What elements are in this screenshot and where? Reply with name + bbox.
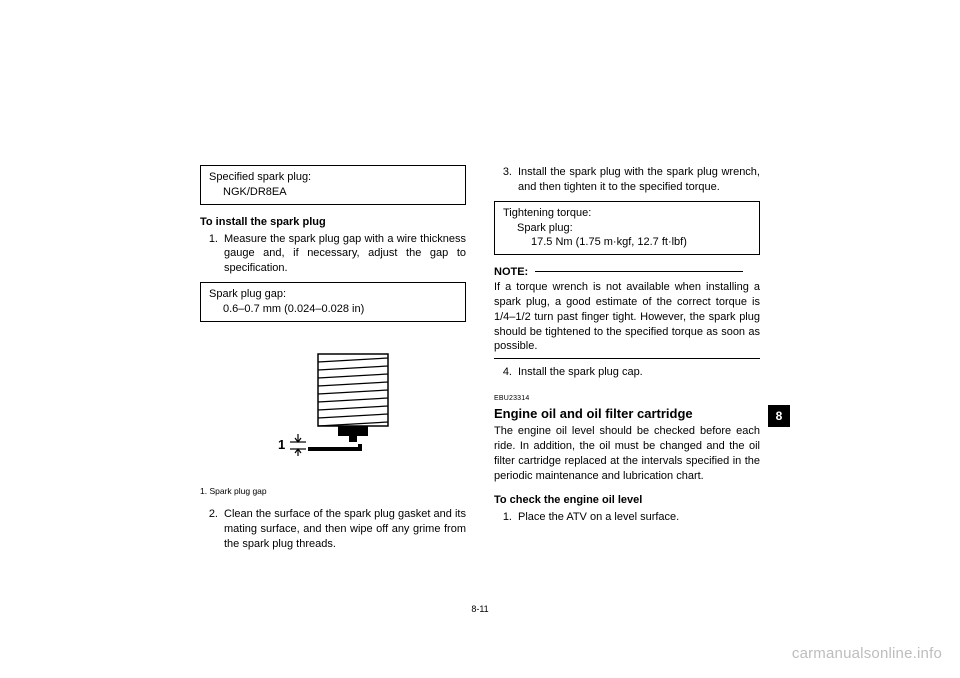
section-heading: Engine oil and oil filter cartridge — [494, 405, 760, 423]
step-4: 4. Install the spark plug cap. — [494, 365, 760, 380]
doc-code: EBU23314 — [494, 394, 760, 403]
step-text: Clean the surface of the spark plug gask… — [224, 507, 466, 552]
manual-page: Specified spark plug: NGK/DR8EA To insta… — [200, 165, 760, 615]
step-text: Install the spark plug with the spark pl… — [518, 165, 760, 195]
note-heading: NOTE: — [494, 266, 528, 278]
spec-label: Tightening torque: — [503, 206, 751, 221]
note-block: NOTE: — [494, 265, 760, 280]
page-number: 8-11 — [471, 603, 488, 615]
spec-label: Specified spark plug: — [209, 170, 457, 185]
note-body: If a torque wrench is not available when… — [494, 280, 760, 354]
spec-label: Spark plug gap: — [209, 287, 457, 302]
spark-plug-figure: 1 — [200, 346, 466, 476]
spec-value: 17.5 Nm (1.75 m·kgf, 12.7 ft·lbf) — [503, 235, 751, 250]
step-1: 1. Measure the spark plug gap with a wir… — [200, 232, 466, 277]
step-text: Install the spark plug cap. — [518, 365, 760, 380]
left-column: Specified spark plug: NGK/DR8EA To insta… — [200, 165, 466, 615]
note-rule — [535, 271, 742, 272]
step-number: 1. — [200, 232, 224, 277]
step-2: 2. Clean the surface of the spark plug g… — [200, 507, 466, 552]
step-number: 3. — [494, 165, 518, 195]
check-step-1: 1. Place the ATV on a level surface. — [494, 510, 760, 525]
spec-box-torque: Tightening torque: Spark plug: 17.5 Nm (… — [494, 201, 760, 256]
step-text: Measure the spark plug gap with a wire t… — [224, 232, 466, 277]
figure-caption: 1. Spark plug gap — [200, 486, 466, 497]
figure-callout: 1 — [278, 437, 285, 452]
install-heading: To install the spark plug — [200, 215, 466, 230]
spec-value: 0.6–0.7 mm (0.024–0.028 in) — [209, 302, 457, 317]
step-number: 4. — [494, 365, 518, 380]
chapter-tab: 8 — [768, 405, 790, 427]
note-rule-bottom — [494, 358, 760, 359]
step-number: 1. — [494, 510, 518, 525]
spec-sublabel: Spark plug: — [503, 221, 751, 236]
step-number: 2. — [200, 507, 224, 552]
step-text: Place the ATV on a level surface. — [518, 510, 760, 525]
step-3: 3. Install the spark plug with the spark… — [494, 165, 760, 195]
check-heading: To check the engine oil level — [494, 493, 760, 508]
watermark: carmanualsonline.info — [792, 645, 942, 662]
spec-box-plug: Specified spark plug: NGK/DR8EA — [200, 165, 466, 205]
right-column: 3. Install the spark plug with the spark… — [494, 165, 760, 615]
section-body: The engine oil level should be checked b… — [494, 424, 760, 483]
spec-value: NGK/DR8EA — [209, 185, 457, 200]
spec-box-gap: Spark plug gap: 0.6–0.7 mm (0.024–0.028 … — [200, 282, 466, 322]
